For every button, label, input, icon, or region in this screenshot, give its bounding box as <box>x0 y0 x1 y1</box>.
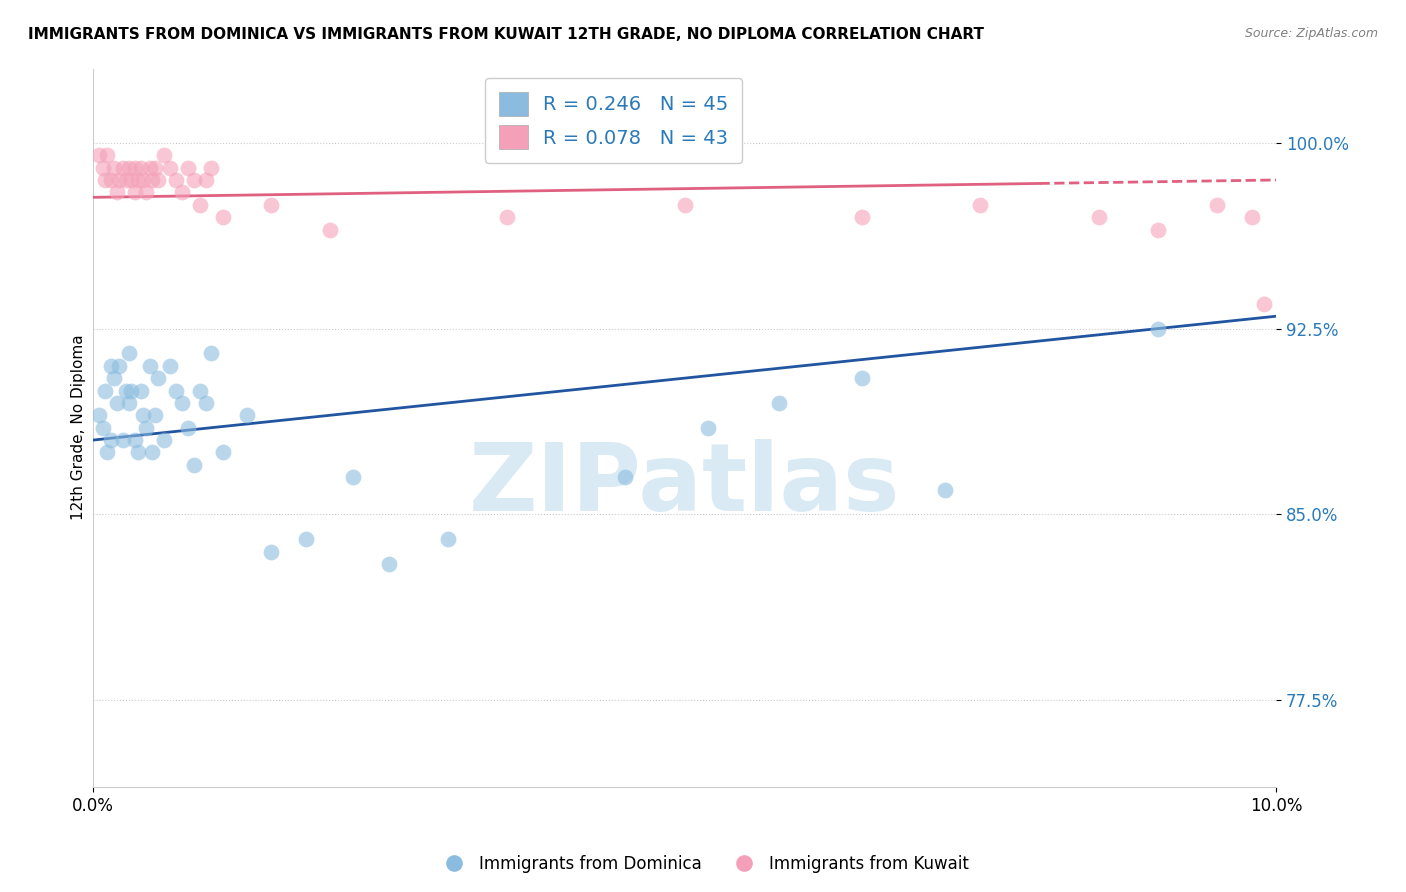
Point <box>183 458 205 472</box>
Point <box>141 445 163 459</box>
Point <box>118 161 141 175</box>
Point <box>132 173 155 187</box>
Point <box>148 173 170 187</box>
Point <box>135 420 157 434</box>
Point <box>124 186 146 200</box>
Point <box>118 346 141 360</box>
Point <box>177 161 200 175</box>
Point <box>153 433 176 447</box>
Point <box>105 396 128 410</box>
Legend: Immigrants from Dominica, Immigrants from Kuwait: Immigrants from Dominica, Immigrants fro… <box>430 848 976 880</box>
Point <box>103 371 125 385</box>
Point <box>135 186 157 200</box>
Point <box>91 420 114 434</box>
Point <box>91 161 114 175</box>
Point <box>496 210 519 224</box>
Point <box>188 384 211 398</box>
Point <box>115 384 138 398</box>
Point <box>165 173 187 187</box>
Point <box>259 544 281 558</box>
Point <box>614 470 637 484</box>
Point <box>100 359 122 373</box>
Point <box>1206 198 1229 212</box>
Point <box>148 371 170 385</box>
Point <box>319 222 342 236</box>
Point <box>87 409 110 423</box>
Text: IMMIGRANTS FROM DOMINICA VS IMMIGRANTS FROM KUWAIT 12TH GRADE, NO DIPLOMA CORREL: IMMIGRANTS FROM DOMINICA VS IMMIGRANTS F… <box>28 27 984 42</box>
Point <box>212 210 235 224</box>
Point <box>87 148 110 162</box>
Point <box>697 420 720 434</box>
Point <box>183 173 205 187</box>
Point <box>115 173 138 187</box>
Point <box>259 198 281 212</box>
Point <box>188 198 211 212</box>
Point <box>170 186 193 200</box>
Point <box>851 210 873 224</box>
Point <box>129 384 152 398</box>
Point <box>132 409 155 423</box>
Point <box>94 384 117 398</box>
Point <box>129 161 152 175</box>
Point <box>141 173 163 187</box>
Point <box>194 396 217 410</box>
Y-axis label: 12th Grade, No Diploma: 12th Grade, No Diploma <box>72 334 86 521</box>
Point <box>437 532 460 546</box>
Point <box>111 433 134 447</box>
Point <box>1146 222 1168 236</box>
Point <box>165 384 187 398</box>
Point <box>120 173 142 187</box>
Point <box>143 409 166 423</box>
Point <box>143 161 166 175</box>
Point <box>768 396 790 410</box>
Point <box>127 445 149 459</box>
Point <box>177 420 200 434</box>
Point <box>1241 210 1264 224</box>
Point <box>139 161 162 175</box>
Point <box>236 409 259 423</box>
Point <box>94 173 117 187</box>
Point <box>139 359 162 373</box>
Point <box>673 198 696 212</box>
Point <box>159 161 181 175</box>
Point <box>969 198 991 212</box>
Point <box>934 483 956 497</box>
Point <box>96 445 118 459</box>
Text: ZIPatlas: ZIPatlas <box>470 439 900 531</box>
Point <box>105 186 128 200</box>
Point <box>111 161 134 175</box>
Point <box>851 371 873 385</box>
Point <box>194 173 217 187</box>
Point <box>124 161 146 175</box>
Point <box>100 173 122 187</box>
Point <box>295 532 318 546</box>
Point <box>96 148 118 162</box>
Point <box>103 161 125 175</box>
Legend: R = 0.246   N = 45, R = 0.078   N = 43: R = 0.246 N = 45, R = 0.078 N = 43 <box>485 78 742 162</box>
Point <box>153 148 176 162</box>
Point <box>108 359 131 373</box>
Point <box>200 346 222 360</box>
Point <box>127 173 149 187</box>
Point <box>200 161 222 175</box>
Point <box>118 396 141 410</box>
Point <box>378 557 401 571</box>
Point <box>212 445 235 459</box>
Point <box>120 384 142 398</box>
Point <box>1146 321 1168 335</box>
Point <box>108 173 131 187</box>
Point <box>342 470 364 484</box>
Text: Source: ZipAtlas.com: Source: ZipAtlas.com <box>1244 27 1378 40</box>
Point <box>170 396 193 410</box>
Point <box>1253 297 1275 311</box>
Point <box>124 433 146 447</box>
Point <box>159 359 181 373</box>
Point <box>1087 210 1109 224</box>
Point <box>100 433 122 447</box>
